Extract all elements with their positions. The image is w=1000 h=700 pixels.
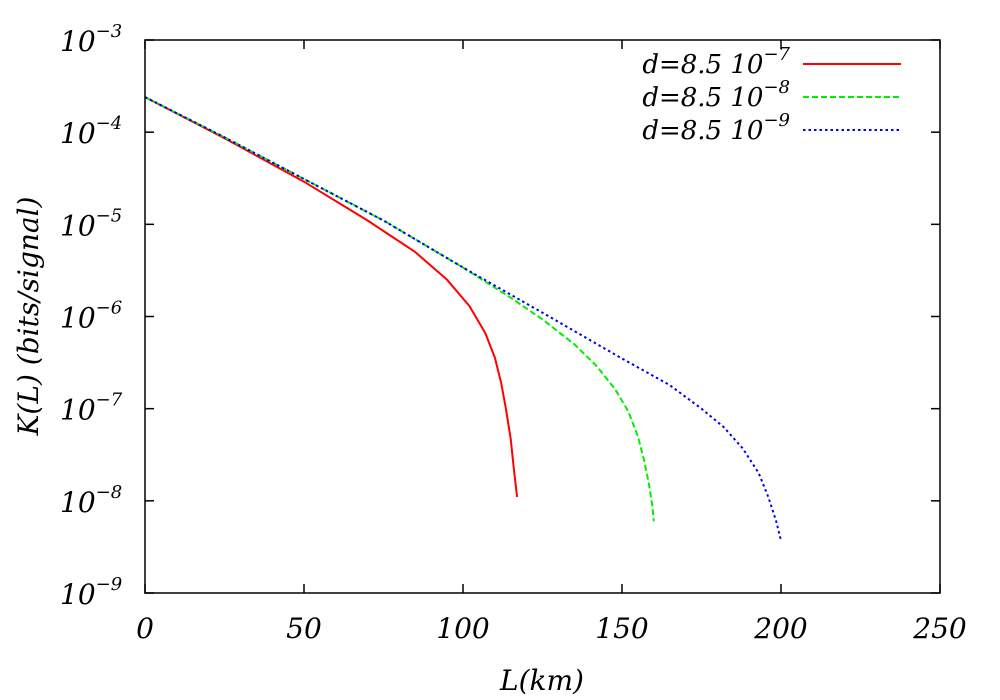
y-tick-label: 10−7 (60, 390, 123, 427)
y-tick-label: 10−5 (60, 205, 122, 242)
x-axis-label: L(km) (499, 664, 584, 697)
legend-label: d=8.5 10−8 (642, 77, 790, 113)
y-axis-label: K(L) (bits/signal) (12, 197, 45, 437)
x-tick-label: 50 (286, 612, 322, 645)
legend-label-exponent: −8 (763, 77, 790, 98)
y-tick-base: 10 (60, 302, 96, 335)
legend-label-exponent: −9 (763, 110, 790, 131)
y-tick-base: 10 (60, 209, 96, 242)
plot-frame (144, 39, 941, 594)
y-tick-base: 10 (60, 394, 96, 427)
legend-label-base: d=8.5 10 (642, 50, 763, 80)
y-tick-label: 10−3 (60, 21, 122, 58)
y-tick-exponent: −4 (96, 113, 123, 134)
y-tick-exponent: −8 (96, 482, 123, 503)
x-tick-label: 150 (595, 612, 648, 645)
y-tick-label: 10−4 (60, 113, 122, 150)
legend-label: d=8.5 10−7 (642, 44, 790, 80)
x-tick-label: 250 (912, 612, 966, 645)
legend-label-base: d=8.5 10 (642, 116, 763, 146)
x-tick-label: 0 (136, 612, 154, 645)
x-tick-label: 200 (753, 612, 807, 645)
y-tick-exponent: −6 (96, 298, 123, 319)
legend-label: d=8.5 10−9 (642, 110, 790, 146)
x-axis-ticks: 0 50 100 150 200 250 (136, 40, 967, 645)
y-tick-exponent: −7 (96, 390, 123, 411)
y-tick-base: 10 (60, 578, 96, 611)
legend-label-exponent: −7 (763, 44, 790, 65)
y-tick-base: 10 (60, 486, 96, 519)
y-tick-exponent: −5 (96, 205, 123, 226)
plot-lines (144, 96, 782, 541)
y-tick-exponent: −9 (96, 574, 123, 595)
x-tick-label: 100 (436, 612, 489, 645)
y-tick-base: 10 (60, 25, 96, 58)
series-line-3 (144, 96, 782, 541)
series-line-1 (144, 96, 519, 498)
series-line-2 (144, 96, 655, 522)
y-tick-label: 10−8 (60, 482, 122, 519)
legend: d=8.5 10−7d=8.5 10−8d=8.5 10−9 (642, 44, 901, 146)
y-axis-ticks: 10−910−810−710−610−510−410−3 (60, 21, 940, 611)
legend-label-base: d=8.5 10 (642, 83, 763, 113)
y-tick-label: 10−9 (60, 574, 122, 611)
y-tick-exponent: −3 (96, 21, 123, 42)
y-tick-base: 10 (60, 117, 96, 150)
y-tick-label: 10−6 (60, 298, 122, 335)
